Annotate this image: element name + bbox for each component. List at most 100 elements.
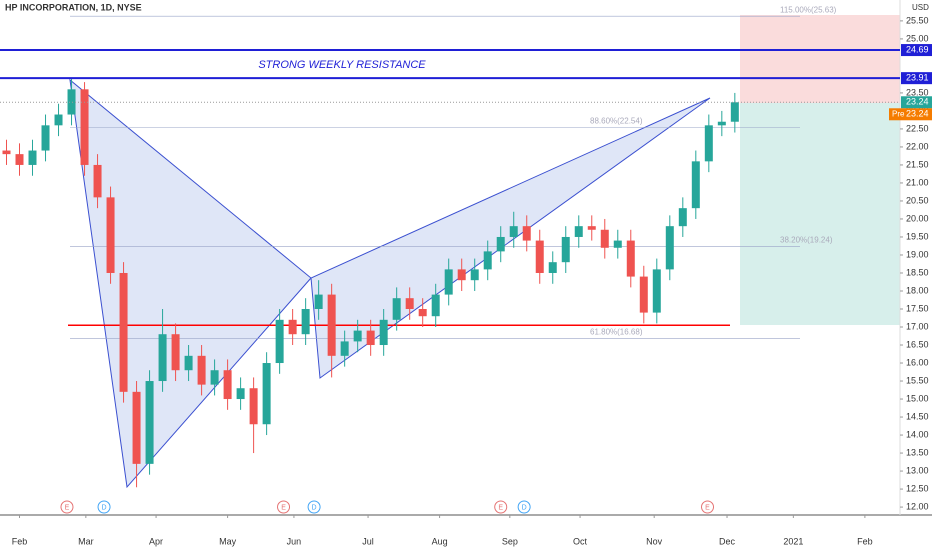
candle-body bbox=[145, 381, 154, 464]
candle-body bbox=[600, 229, 609, 248]
y-tick-label: 21.00 bbox=[906, 177, 929, 187]
x-tick-label: May bbox=[219, 536, 237, 546]
candle-body bbox=[327, 294, 336, 356]
event-label: E bbox=[705, 504, 710, 511]
event-marker bbox=[60, 500, 74, 514]
candle-body bbox=[275, 319, 284, 364]
event-label: E bbox=[65, 504, 70, 511]
x-tick-label: Sep bbox=[502, 536, 518, 546]
y-tick-label: 17.50 bbox=[906, 303, 929, 313]
candle-body bbox=[509, 226, 518, 237]
event-label: D bbox=[522, 504, 527, 511]
y-tick-label: 23.50 bbox=[906, 87, 929, 97]
x-tick-label: Feb bbox=[12, 536, 28, 546]
candle-body bbox=[119, 272, 128, 392]
event-marker bbox=[517, 500, 531, 514]
y-tick-label: 14.00 bbox=[906, 429, 929, 439]
price-badge bbox=[901, 44, 932, 57]
candle-body bbox=[496, 236, 505, 252]
candle-body bbox=[587, 226, 596, 230]
y-tick-label: 18.50 bbox=[906, 267, 929, 277]
target-zone bbox=[740, 103, 900, 325]
price-badge-label: 23.91 bbox=[906, 73, 929, 83]
candle-body bbox=[249, 388, 258, 425]
candle-body bbox=[171, 334, 180, 371]
event-label: D bbox=[102, 504, 107, 511]
y-tick-label: 21.50 bbox=[906, 159, 929, 169]
stop-zone bbox=[740, 15, 900, 103]
y-tick-label: 18.00 bbox=[906, 285, 929, 295]
candle-body bbox=[418, 309, 427, 317]
price-badge bbox=[901, 96, 932, 109]
candle-body bbox=[548, 262, 557, 273]
x-tick-label: Aug bbox=[432, 536, 448, 546]
x-tick-label: Feb bbox=[857, 536, 873, 546]
y-tick-label: 16.50 bbox=[906, 339, 929, 349]
y-tick-label: 15.00 bbox=[906, 393, 929, 403]
candle-body bbox=[210, 370, 219, 385]
candle-body bbox=[457, 269, 466, 281]
candle-body bbox=[444, 269, 453, 295]
event-label: D bbox=[312, 504, 317, 511]
y-tick-label: 16.00 bbox=[906, 357, 929, 367]
y-tick-label: 19.00 bbox=[906, 249, 929, 259]
candle-body bbox=[184, 355, 193, 371]
pre-badge bbox=[889, 108, 932, 121]
pattern-leg bbox=[69, 78, 312, 489]
x-tick-label: Jul bbox=[362, 536, 374, 546]
candle-body bbox=[54, 114, 63, 126]
candle-body bbox=[665, 226, 674, 270]
candle-body bbox=[158, 334, 167, 382]
x-tick-label: Dec bbox=[719, 536, 736, 546]
event-marker bbox=[701, 500, 715, 514]
candle-body bbox=[132, 391, 141, 464]
candle-body bbox=[561, 236, 570, 263]
candle-body bbox=[288, 319, 297, 335]
candle-body bbox=[704, 125, 713, 162]
candle-body bbox=[236, 388, 245, 400]
candle-body bbox=[405, 298, 414, 309]
candle-body bbox=[613, 240, 622, 248]
candle-body bbox=[639, 276, 648, 313]
candle-body bbox=[652, 269, 661, 313]
event-label: E bbox=[498, 504, 503, 511]
candle-body bbox=[626, 240, 635, 277]
x-tick-label: Oct bbox=[573, 536, 588, 546]
candle-body bbox=[93, 164, 102, 198]
candle-body bbox=[301, 309, 310, 335]
y-tick-label: 19.50 bbox=[906, 231, 929, 241]
candle-body bbox=[80, 89, 89, 165]
candle-body bbox=[366, 330, 375, 346]
x-tick-label: Apr bbox=[149, 536, 163, 546]
y-tick-label: 20.00 bbox=[906, 213, 929, 223]
candle-body bbox=[535, 240, 544, 273]
event-label: E bbox=[281, 504, 286, 511]
candle-body bbox=[314, 294, 323, 309]
candle-body bbox=[717, 121, 726, 126]
candle-body bbox=[197, 355, 206, 385]
chart-title: HP INCORPORATION, 1D, NYSE bbox=[5, 2, 142, 12]
candle-body bbox=[28, 150, 37, 165]
y-tick-label: 14.50 bbox=[906, 411, 929, 421]
annotation: STRONG WEEKLY RESISTANCE bbox=[258, 59, 426, 71]
candle-body bbox=[730, 102, 739, 122]
x-tick-label: 2021 bbox=[783, 536, 803, 546]
candle-body bbox=[340, 341, 349, 356]
fib-label: 115.00%(25.63) bbox=[780, 5, 837, 14]
price-badge bbox=[901, 72, 932, 85]
candle-body bbox=[67, 89, 76, 115]
candle-body bbox=[574, 226, 583, 237]
fib-label: 88.60%(22.54) bbox=[590, 117, 643, 126]
candle-body bbox=[470, 269, 479, 281]
candle-body bbox=[522, 226, 531, 241]
candle-body bbox=[678, 208, 687, 227]
y-tick-label: 12.00 bbox=[906, 501, 929, 511]
x-tick-label: Mar bbox=[78, 536, 94, 546]
event-marker bbox=[277, 500, 291, 514]
event-marker bbox=[97, 500, 111, 514]
pre-value: 23.24 bbox=[906, 109, 929, 119]
candle-body bbox=[353, 330, 362, 342]
x-tick-label: Jun bbox=[287, 536, 302, 546]
